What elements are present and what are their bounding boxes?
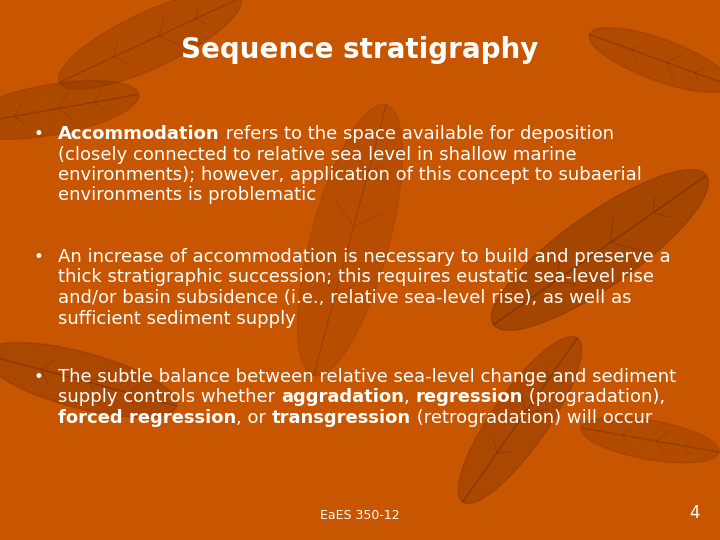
- Text: ,: ,: [404, 388, 415, 407]
- Text: An increase of accommodation is necessary to build and preserve a: An increase of accommodation is necessar…: [58, 248, 670, 266]
- Text: EaES 350-12: EaES 350-12: [320, 509, 400, 522]
- Text: refers to the space available for deposition: refers to the space available for deposi…: [220, 125, 613, 143]
- Text: 4: 4: [690, 504, 700, 522]
- Text: thick stratigraphic succession; this requires eustatic sea-level rise: thick stratigraphic succession; this req…: [58, 268, 654, 287]
- Text: sufficient sediment supply: sufficient sediment supply: [58, 309, 296, 327]
- Text: (retrogradation) will occur: (retrogradation) will occur: [411, 409, 652, 427]
- Text: supply controls whether: supply controls whether: [58, 388, 281, 407]
- Text: •: •: [33, 368, 43, 386]
- Text: forced regression: forced regression: [58, 409, 236, 427]
- Text: Sequence stratigraphy: Sequence stratigraphy: [181, 36, 539, 64]
- Text: , or: , or: [236, 409, 272, 427]
- Polygon shape: [0, 342, 177, 417]
- Text: and/or basin subsidence (i.e., relative sea-level rise), as well as: and/or basin subsidence (i.e., relative …: [58, 289, 631, 307]
- Text: (closely connected to relative sea level in shallow marine: (closely connected to relative sea level…: [58, 145, 577, 164]
- Polygon shape: [0, 80, 139, 139]
- Text: transgression: transgression: [272, 409, 411, 427]
- Polygon shape: [297, 104, 402, 376]
- Text: The subtle balance between relative sea-level change and sediment: The subtle balance between relative sea-…: [58, 368, 676, 386]
- Polygon shape: [581, 417, 719, 463]
- Polygon shape: [492, 170, 708, 330]
- Polygon shape: [58, 0, 241, 89]
- Text: regression: regression: [415, 388, 523, 407]
- Text: aggradation: aggradation: [281, 388, 404, 407]
- Text: •: •: [33, 248, 43, 266]
- Polygon shape: [458, 336, 582, 503]
- Text: Accommodation: Accommodation: [58, 125, 220, 143]
- Text: (progradation),: (progradation),: [523, 388, 665, 407]
- Polygon shape: [589, 28, 720, 92]
- Text: environments); however, application of this concept to subaerial: environments); however, application of t…: [58, 166, 642, 184]
- Text: •: •: [33, 125, 43, 143]
- Text: environments is problematic: environments is problematic: [58, 186, 316, 205]
